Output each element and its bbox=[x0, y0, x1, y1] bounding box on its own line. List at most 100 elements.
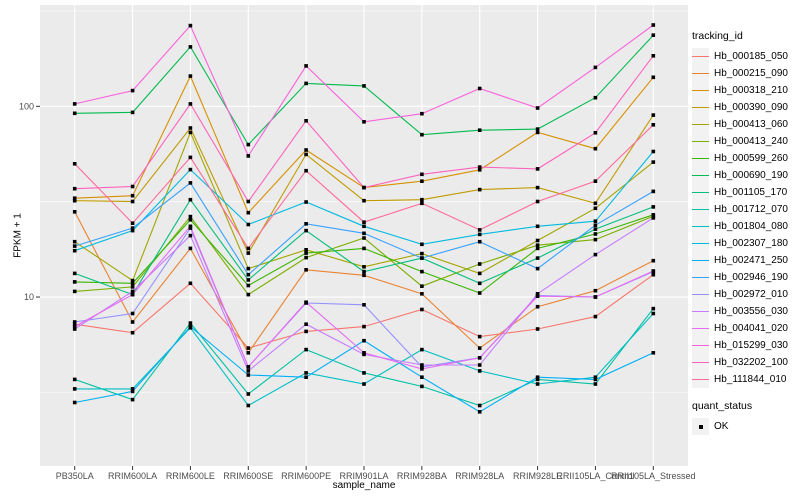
data-point[interactable] bbox=[593, 227, 598, 231]
legend-item-Hb_000599_260[interactable]: Hb_000599_260 bbox=[692, 150, 798, 167]
data-point[interactable] bbox=[130, 397, 135, 402]
data-point[interactable] bbox=[420, 251, 424, 256]
data-point[interactable] bbox=[477, 187, 482, 192]
data-point[interactable] bbox=[362, 338, 366, 343]
data-point[interactable] bbox=[72, 198, 77, 203]
data-point[interactable] bbox=[593, 146, 598, 151]
data-point[interactable] bbox=[477, 281, 482, 286]
data-point[interactable] bbox=[72, 239, 77, 244]
data-point[interactable] bbox=[477, 363, 482, 367]
data-point[interactable] bbox=[246, 369, 251, 373]
data-point[interactable] bbox=[304, 119, 308, 123]
data-point[interactable] bbox=[535, 375, 540, 379]
data-point[interactable] bbox=[535, 243, 540, 247]
data-point[interactable] bbox=[72, 196, 77, 200]
data-point[interactable] bbox=[246, 403, 251, 408]
legend-item-Hb_000690_190[interactable]: Hb_000690_190 bbox=[692, 167, 798, 184]
data-point[interactable] bbox=[420, 365, 424, 369]
legend-item-Hb_003556_030[interactable]: Hb_003556_030 bbox=[692, 303, 798, 320]
data-point[interactable] bbox=[246, 365, 251, 369]
data-point[interactable] bbox=[188, 126, 193, 130]
data-point[interactable] bbox=[246, 373, 251, 377]
data-point[interactable] bbox=[593, 179, 598, 183]
data-point[interactable] bbox=[304, 255, 308, 260]
data-point[interactable] bbox=[593, 252, 598, 257]
data-point[interactable] bbox=[420, 269, 424, 274]
data-point[interactable] bbox=[72, 271, 77, 276]
data-point[interactable] bbox=[72, 244, 77, 248]
data-point[interactable] bbox=[188, 181, 193, 185]
data-point[interactable] bbox=[246, 222, 251, 227]
data-point[interactable] bbox=[72, 289, 77, 294]
data-point[interactable] bbox=[420, 307, 424, 312]
data-point[interactable] bbox=[72, 210, 77, 214]
data-point[interactable] bbox=[420, 172, 424, 177]
data-point[interactable] bbox=[246, 292, 251, 297]
data-point[interactable] bbox=[304, 64, 308, 68]
data-point[interactable] bbox=[535, 167, 540, 171]
data-point[interactable] bbox=[188, 23, 193, 28]
data-point[interactable] bbox=[477, 410, 482, 414]
data-point[interactable] bbox=[72, 387, 77, 391]
data-point[interactable] bbox=[246, 210, 251, 215]
data-point[interactable] bbox=[188, 321, 193, 325]
data-point[interactable] bbox=[535, 185, 540, 190]
legend-item-Hb_002946_190[interactable]: Hb_002946_190 bbox=[692, 269, 798, 286]
data-point[interactable] bbox=[188, 197, 193, 202]
data-point[interactable] bbox=[246, 199, 251, 204]
data-point[interactable] bbox=[72, 327, 77, 331]
data-point[interactable] bbox=[72, 280, 77, 284]
data-point[interactable] bbox=[130, 320, 135, 324]
data-point[interactable] bbox=[130, 289, 135, 294]
data-point[interactable] bbox=[535, 238, 540, 243]
data-point[interactable] bbox=[420, 375, 424, 379]
legend-item-Hb_000185_050[interactable]: Hb_000185_050 bbox=[692, 48, 798, 65]
data-point[interactable] bbox=[477, 232, 482, 237]
data-point[interactable] bbox=[130, 389, 135, 394]
data-point[interactable] bbox=[651, 23, 656, 27]
data-point[interactable] bbox=[130, 281, 135, 286]
data-point[interactable] bbox=[304, 228, 308, 233]
data-point[interactable] bbox=[130, 285, 135, 289]
data-point[interactable] bbox=[362, 273, 366, 278]
data-point[interactable] bbox=[72, 322, 77, 326]
data-point[interactable] bbox=[246, 154, 251, 158]
data-point[interactable] bbox=[362, 246, 366, 251]
data-point[interactable] bbox=[362, 265, 366, 269]
data-point[interactable] bbox=[188, 218, 193, 222]
data-point[interactable] bbox=[477, 403, 482, 408]
data-point[interactable] bbox=[246, 246, 251, 251]
data-point[interactable] bbox=[188, 246, 193, 251]
data-point[interactable] bbox=[246, 272, 251, 277]
data-point[interactable] bbox=[72, 320, 77, 324]
data-point[interactable] bbox=[420, 256, 424, 260]
data-point[interactable] bbox=[593, 65, 598, 70]
data-point[interactable] bbox=[420, 111, 424, 116]
legend-item-Hb_111844_010[interactable]: Hb_111844_010 bbox=[692, 371, 798, 388]
data-point[interactable] bbox=[72, 162, 77, 166]
data-point[interactable] bbox=[130, 228, 135, 233]
data-point[interactable] bbox=[130, 387, 135, 391]
data-point[interactable] bbox=[651, 189, 656, 194]
data-point[interactable] bbox=[304, 375, 308, 379]
legend-item-Hb_015299_030[interactable]: Hb_015299_030 bbox=[692, 337, 798, 354]
data-point[interactable] bbox=[651, 351, 656, 355]
data-point[interactable] bbox=[304, 268, 308, 272]
data-point[interactable] bbox=[651, 205, 656, 209]
data-point[interactable] bbox=[477, 168, 482, 172]
data-point[interactable] bbox=[246, 251, 251, 255]
data-point[interactable] bbox=[651, 306, 656, 311]
data-point[interactable] bbox=[72, 111, 77, 116]
data-point[interactable] bbox=[188, 155, 193, 160]
data-point[interactable] bbox=[420, 347, 424, 352]
data-point[interactable] bbox=[362, 269, 366, 274]
legend-item-Hb_000215_090[interactable]: Hb_000215_090 bbox=[692, 65, 798, 82]
data-point[interactable] bbox=[362, 382, 366, 386]
data-point[interactable] bbox=[72, 400, 77, 405]
data-point[interactable] bbox=[188, 224, 193, 229]
data-point[interactable] bbox=[593, 232, 598, 236]
data-point[interactable] bbox=[593, 219, 598, 223]
data-point[interactable] bbox=[362, 198, 366, 203]
data-point[interactable] bbox=[130, 184, 135, 189]
data-point[interactable] bbox=[651, 160, 656, 164]
